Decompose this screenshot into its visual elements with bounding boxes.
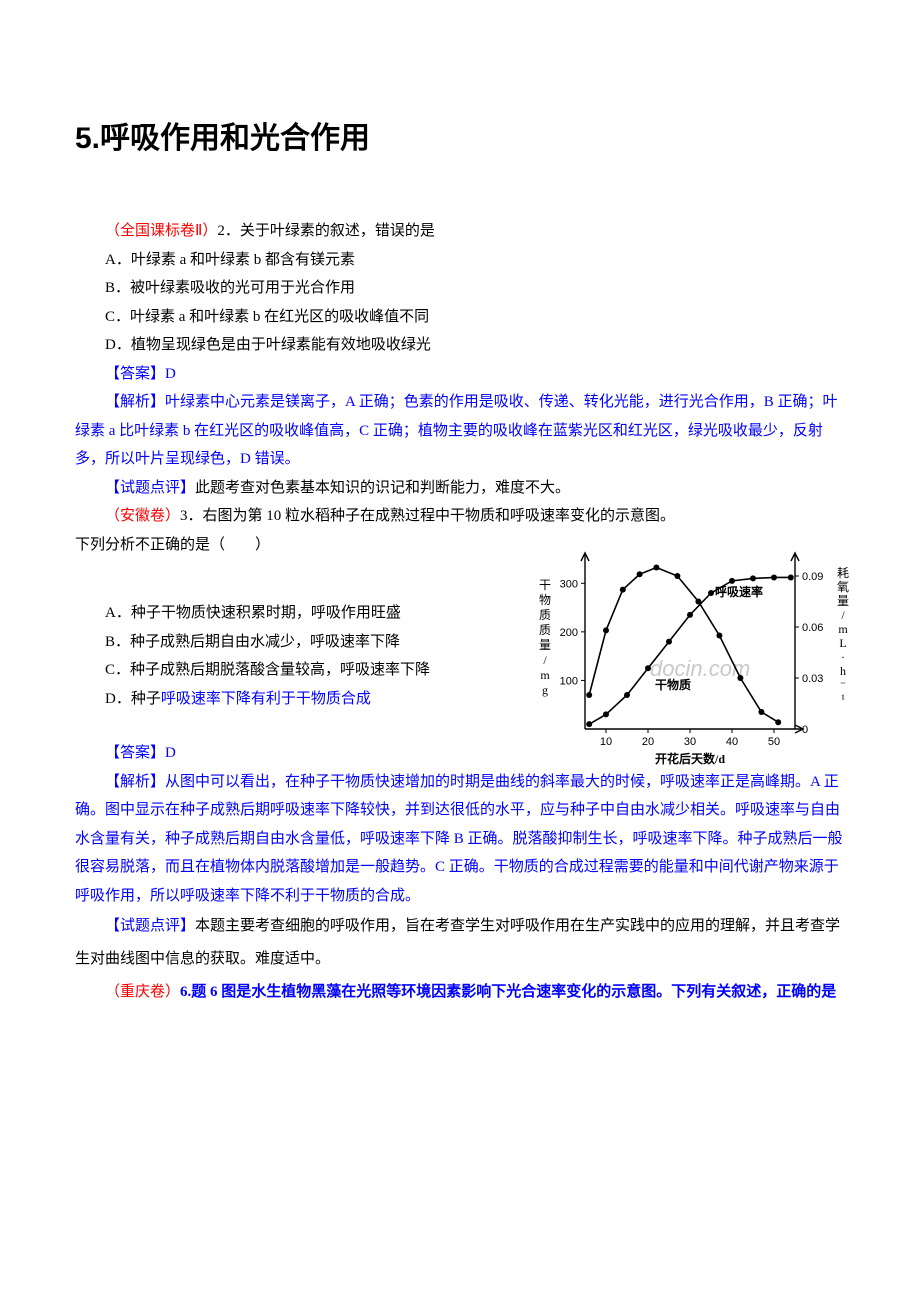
svg-text:0: 0 [802,724,808,736]
q2-answer-value: D [165,366,176,382]
q2-analysis-text: 叶绿素中心元素是镁离子，A 正确；色素的作用是吸收、传递、转化光能，进行光合作用… [75,394,838,467]
svg-text:m: m [838,622,848,636]
q2-opt-d: D．植物呈现绿色是由于叶绿素能有效地吸收绿光 [75,331,845,360]
q2-analysis: 【解析】叶绿素中心元素是镁离子，A 正确；色素的作用是吸收、传递、转化光能，进行… [75,388,845,474]
svg-text:¹: ¹ [841,692,845,706]
q6-stem-text: 6.题 6 图是水生植物黑藻在光照等环境因素影响下光合速率变化的示意图。下列有关… [180,984,836,1000]
q3-analysis-label: 【解析】 [105,774,165,790]
svg-text:10: 10 [600,736,612,748]
svg-text:量: 量 [837,594,849,608]
q2-answer-label: 【答案】 [105,366,165,382]
svg-text:开花后天数/d: 开花后天数/d [655,751,725,766]
q6-stem: （重庆卷）6.题 6 图是水生植物黑藻在光照等环境因素影响下光合速率变化的示意图… [75,976,845,1009]
svg-text:质: 质 [539,623,551,637]
svg-text:耗: 耗 [837,566,849,580]
q3-chart: docin.com10020030000.030.060.09102030405… [525,541,865,781]
q2-analysis-label: 【解析】 [105,394,165,410]
q3-analysis-text: 从图中可以看出，在种子干物质快速增加的时期是曲线的斜率最大的时候，呼吸速率正是高… [75,774,843,904]
svg-text:/: / [841,608,845,622]
svg-text:物: 物 [539,593,551,607]
q3-opt-d-b: 呼吸速率下降有利于干物质合成 [161,691,371,707]
svg-text:20: 20 [642,736,654,748]
svg-text:L: L [839,636,846,650]
q2-opt-a: A．叶绿素 a 和叶绿素 b 都含有镁元素 [75,246,845,275]
svg-text:50: 50 [768,736,780,748]
q3-review: 【试题点评】本题主要考查细胞的呼吸作用，旨在考查学生对呼吸作用在生产实践中的应用… [75,910,845,976]
svg-text:300: 300 [560,578,578,590]
q3-answer-label: 【答案】 [105,745,165,761]
q2-review-label: 【试题点评】 [105,480,195,496]
q2-opt-b: B．被叶绿素吸收的光可用于光合作用 [75,274,845,303]
q3-options: A．种子干物质快速积累时期，呼吸作用旺盛 B．种子成熟后期自由水减少，呼吸速率下… [75,559,455,713]
q3-opt-b: B．种子成熟后期自由水减少，呼吸速率下降 [75,628,455,657]
q6-source: （重庆卷） [105,984,180,1000]
svg-text:·: · [841,650,845,664]
svg-text:30: 30 [684,736,696,748]
q3-body: A．种子干物质快速积累时期，呼吸作用旺盛 B．种子成熟后期自由水减少，呼吸速率下… [75,559,845,713]
q3-opt-d: D．种子呼吸速率下降有利于干物质合成 [75,685,455,714]
q2-stem: （全国课标卷Ⅱ）2．关于叶绿素的叙述，错误的是 [75,217,845,246]
q2-opt-c: C．叶绿素 a 和叶绿素 b 在红光区的吸收峰值不同 [75,303,845,332]
q2-review-text: 此题考查对色素基本知识的识记和判断能力，难度不大。 [195,480,570,496]
q3-opt-d-a: D．种子 [105,691,161,707]
q3-stem-a: （安徽卷）3．右图为第 10 粒水稻种子在成熟过程中干物质和呼吸速率变化的示意图… [75,502,845,531]
q2-source: （全国课标卷Ⅱ） [105,223,217,239]
page-title: 5.呼吸作用和光合作用 [75,110,845,167]
q3-answer-value: D [165,745,176,761]
svg-text:0.03: 0.03 [802,673,823,685]
svg-text:100: 100 [560,675,578,687]
q2-review: 【试题点评】此题考查对色素基本知识的识记和判断能力，难度不大。 [75,474,845,503]
q3-stem-text-a: 3．右图为第 10 粒水稻种子在成熟过程中干物质和呼吸速率变化的示意图。 [180,508,675,524]
svg-text:g: g [542,683,548,697]
svg-text:⁻: ⁻ [840,678,846,692]
svg-text:0.09: 0.09 [802,571,823,583]
svg-text:h: h [840,664,846,678]
q3-opt-c: C．种子成熟后期脱落酸含量较高，呼吸速率下降 [75,656,455,685]
svg-text:质: 质 [539,608,551,622]
q3-opt-a: A．种子干物质快速积累时期，呼吸作用旺盛 [75,599,455,628]
q2-answer: 【答案】D [75,360,845,389]
svg-text:干: 干 [539,578,551,592]
q3-review-label: 【试题点评】 [105,918,195,934]
svg-text:量: 量 [539,638,551,652]
svg-text:0.06: 0.06 [802,622,823,634]
q3-analysis: 【解析】从图中可以看出，在种子干物质快速增加的时期是曲线的斜率最大的时候，呼吸速… [75,768,845,911]
svg-text:干物质: 干物质 [655,677,691,692]
svg-text:氧: 氧 [837,580,849,594]
svg-text:/: / [543,653,547,667]
q3-source: （安徽卷） [105,508,180,524]
svg-text:200: 200 [560,627,578,639]
svg-text:40: 40 [726,736,738,748]
svg-text:m: m [540,668,550,682]
q2-stem-text: 2．关于叶绿素的叙述，错误的是 [217,223,435,239]
